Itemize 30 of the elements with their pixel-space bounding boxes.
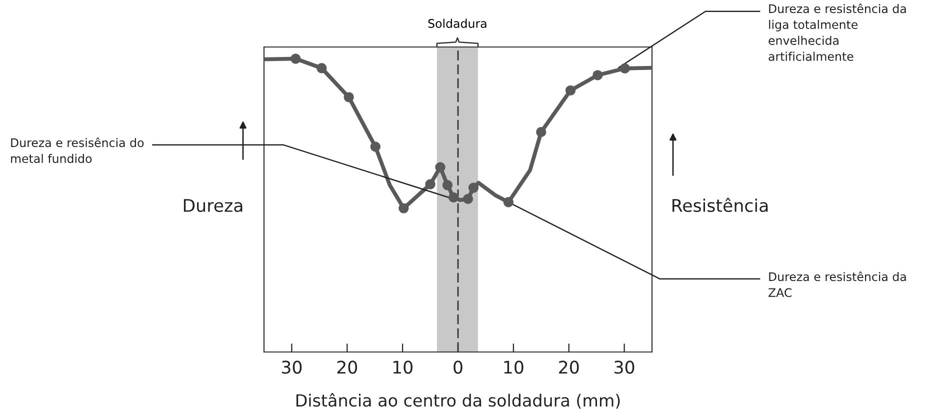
x-tick-label: 0 — [454, 360, 462, 374]
point — [448, 192, 459, 203]
x-axis-title: Distância ao centro da soldadura (mm) — [296, 393, 620, 409]
point — [468, 182, 479, 193]
point — [462, 194, 474, 204]
band-label: Soldadura — [428, 18, 486, 28]
x-tick-label: 10 — [393, 360, 412, 374]
point — [620, 63, 630, 74]
x-tick-label: 20 — [337, 360, 358, 374]
point — [290, 54, 301, 64]
point — [565, 85, 576, 96]
point — [370, 142, 380, 152]
y2-axis-title: Resistência — [672, 198, 768, 212]
annotation: Dureza e resistência da ZAC — [768, 272, 906, 298]
point — [344, 92, 354, 102]
point — [592, 70, 603, 80]
x-tick-label: 20 — [559, 360, 579, 374]
point — [316, 63, 327, 74]
point — [398, 203, 409, 214]
point — [536, 126, 546, 138]
point — [503, 197, 514, 208]
annotation: Dureza e resisência do metal fundido — [11, 138, 144, 164]
x-tick-label: 10 — [504, 360, 524, 374]
x-tick-label: 30 — [614, 360, 634, 374]
point — [442, 180, 453, 190]
y-axis-title: Dureza — [184, 199, 242, 212]
point — [425, 179, 436, 190]
point — [435, 162, 446, 172]
annotation: Dureza e resistência da liga totalmente envelhecida artificialmente — [768, 4, 906, 61]
x-tick-label: 30 — [282, 360, 302, 374]
